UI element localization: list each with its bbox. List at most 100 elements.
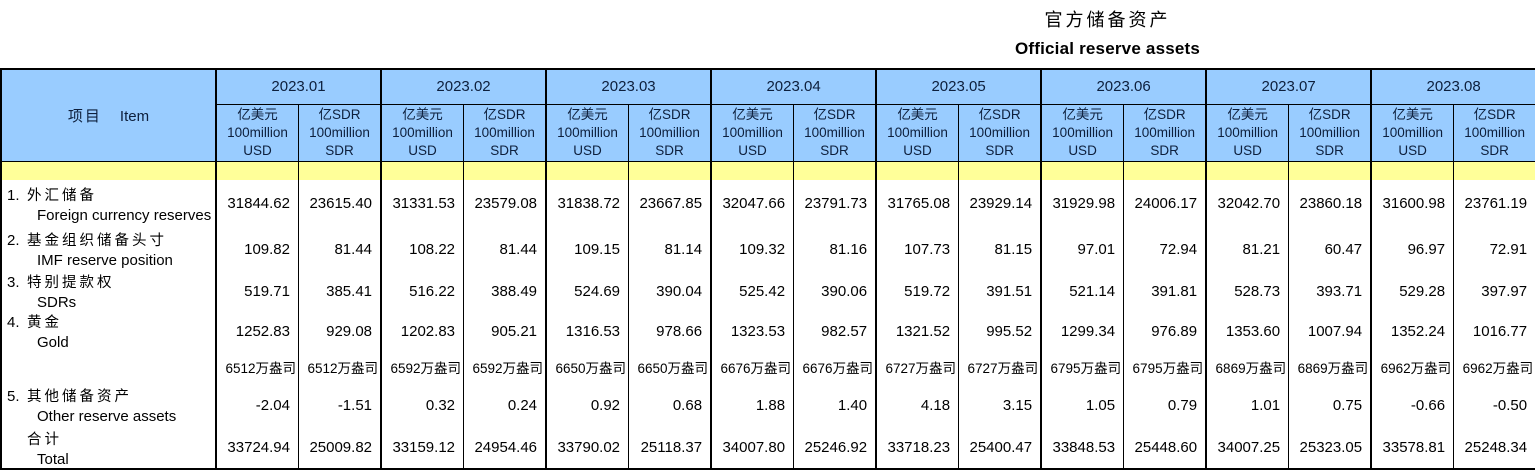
stripe-cell [1288, 161, 1372, 180]
unit-header-sdr: 亿SDR 100million SDR [1123, 104, 1207, 162]
value-cell: 32042.70 [1205, 180, 1289, 227]
value-cell: 33718.23 [875, 427, 959, 469]
row-label-english: Other reserve assets [37, 408, 177, 425]
stripe-cell [958, 161, 1042, 180]
value-cell: 23615.40 [298, 180, 382, 227]
value-cell: 3.15 [958, 383, 1042, 427]
row-number: 5. [7, 388, 20, 405]
unit-header-usd: 亿美元 100million USD [545, 104, 629, 162]
value-cell: 0.68 [628, 383, 712, 427]
month-header: 2023.07 [1205, 69, 1372, 105]
value-cell: 25118.37 [628, 427, 712, 469]
value-cell: 109.32 [710, 227, 794, 271]
value-cell: 524.69 [545, 271, 629, 311]
value-cell: 1016.77 [1453, 311, 1535, 351]
value-cell: 31765.08 [875, 180, 959, 227]
value-cell: 519.71 [215, 271, 299, 311]
unit-header-sdr: 亿SDR 100million SDR [298, 104, 382, 162]
value-cell: 0.79 [1123, 383, 1207, 427]
stripe-row [1, 161, 1535, 180]
unit-header-usd: 亿美元 100million USD [1370, 104, 1454, 162]
value-cell: 109.15 [545, 227, 629, 271]
value-cell: 525.42 [710, 271, 794, 311]
table-row: 2. 基金组织储备头寸 IMF reserve position 109.82 81.4… [1, 227, 1535, 271]
table-row: 5. 其他储备资产 Other reserve assets -2.04 -1.51 0.… [1, 383, 1535, 427]
item-header-chinese: 项目 [67, 106, 102, 125]
unit-header-sdr: 亿SDR 100million SDR [463, 104, 547, 162]
month-header: 2023.01 [214, 69, 382, 105]
month-header: 2023.05 [875, 69, 1042, 105]
value-cell: 519.72 [875, 271, 959, 311]
row-label-english: SDRs [37, 294, 77, 311]
row-number: 2. [7, 232, 20, 249]
unit-header-usd: 亿美元 100million USD [1205, 104, 1289, 162]
stripe-cell [1, 161, 216, 180]
value-cell: 33159.12 [380, 427, 464, 469]
value-cell: 34007.80 [710, 427, 794, 469]
gold-ounces-cell: 6727万盎司 [958, 351, 1042, 383]
row-label-chinese: 1. 外汇储备 [7, 184, 215, 205]
value-cell: 1323.53 [710, 311, 794, 351]
value-cell: 0.75 [1288, 383, 1372, 427]
row-label-chinese: 2. 基金组织储备头寸 [7, 229, 215, 250]
stripe-cell [1040, 161, 1124, 180]
value-cell: 72.91 [1453, 227, 1535, 271]
item-column-header: 项目 Item [1, 69, 216, 162]
month-header: 2023.02 [380, 69, 547, 105]
row-label-zh-text: 特别提款权 [27, 275, 115, 291]
value-cell: 33848.53 [1040, 427, 1124, 469]
row-label-chinese: 4. 黄金 [7, 311, 215, 332]
stripe-cell [1370, 161, 1454, 180]
stripe-cell [710, 161, 794, 180]
official-reserve-assets-table: 项目 Item 2023.01 2023.02 2023.03 2023.04 2023.0… [0, 68, 1535, 470]
value-cell: 107.73 [875, 227, 959, 271]
row-label: 1. 外汇储备 Foreign currency reserves [1, 180, 216, 227]
value-cell: 33578.81 [1370, 427, 1454, 469]
unit-header-usd: 亿美元 100million USD [380, 104, 464, 162]
gold-ounces-cell: 6727万盎司 [875, 351, 959, 383]
value-cell: 34007.25 [1205, 427, 1289, 469]
value-cell: 528.73 [1205, 271, 1289, 311]
table-row: 3. 特别提款权 SDRs 519.71 385.41 516.22 388.49 524.6… [1, 271, 1535, 311]
value-cell: -1.51 [298, 383, 382, 427]
value-cell: 391.51 [958, 271, 1042, 311]
stripe-cell [793, 161, 877, 180]
gold-ounces-cell: 6676万盎司 [793, 351, 877, 383]
value-cell: 1299.34 [1040, 311, 1124, 351]
unit-header-usd: 亿美元 100million USD [215, 104, 299, 162]
item-header-english: Item [119, 107, 150, 125]
value-cell: 25248.34 [1453, 427, 1535, 469]
value-cell: 529.28 [1370, 271, 1454, 311]
value-cell: 81.15 [958, 227, 1042, 271]
stripe-cell [1123, 161, 1207, 180]
value-cell: 905.21 [463, 311, 547, 351]
value-cell: 516.22 [380, 271, 464, 311]
stripe-cell [463, 161, 547, 180]
value-cell: 388.49 [463, 271, 547, 311]
value-cell: 81.21 [1205, 227, 1289, 271]
month-header: 2023.06 [1040, 69, 1207, 105]
value-cell: 1321.52 [875, 311, 959, 351]
gold-ounces-cell: 6795万盎司 [1040, 351, 1124, 383]
value-cell: 1.40 [793, 383, 877, 427]
gold-ounces-cell: 6869万盎司 [1205, 351, 1289, 383]
value-cell: -0.50 [1453, 383, 1535, 427]
value-cell: 0.24 [463, 383, 547, 427]
value-cell: 33724.94 [215, 427, 299, 469]
value-cell: 976.89 [1123, 311, 1207, 351]
value-cell: 31600.98 [1370, 180, 1454, 227]
value-cell: 81.14 [628, 227, 712, 271]
row-label-chinese: 5. 其他储备资产 [7, 385, 215, 406]
gold-ounces-cell: 6962万盎司 [1453, 351, 1535, 383]
row-label-english: Total [37, 450, 69, 468]
value-cell: 25246.92 [793, 427, 877, 469]
row-number: 3. [7, 274, 20, 291]
unit-header-sdr: 亿SDR 100million SDR [1288, 104, 1372, 162]
value-cell: 72.94 [1123, 227, 1207, 271]
row-label: 4. 黄金 Gold [1, 311, 216, 351]
value-cell: 1202.83 [380, 311, 464, 351]
table-row: 4. 黄金 Gold 1252.83 929.08 1202.83 905.21 1316.5… [1, 311, 1535, 351]
gold-ounces-cell: 6592万盎司 [463, 351, 547, 383]
value-cell: 0.32 [380, 383, 464, 427]
unit-header-usd: 亿美元 100million USD [875, 104, 959, 162]
